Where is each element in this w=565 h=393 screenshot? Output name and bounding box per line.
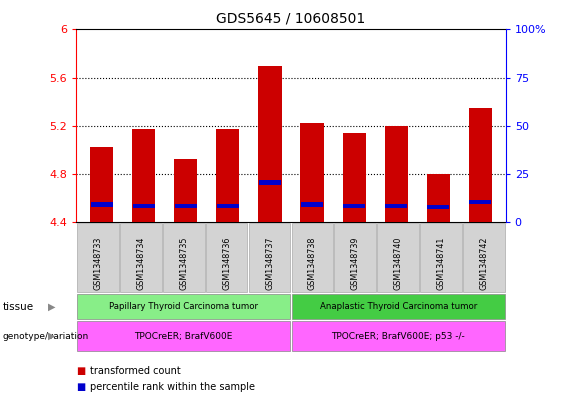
Bar [469, 108, 492, 222]
Bar [90, 202, 112, 207]
Bar [470, 200, 492, 204]
Text: ■: ■ [76, 382, 85, 392]
Text: GSM1348741: GSM1348741 [437, 237, 446, 290]
Text: TPOCreER; BrafV600E; p53 -/-: TPOCreER; BrafV600E; p53 -/- [332, 332, 465, 340]
Text: genotype/variation: genotype/variation [3, 332, 89, 340]
Text: GSM1348738: GSM1348738 [308, 237, 317, 290]
Bar [133, 204, 155, 208]
Text: GSM1348742: GSM1348742 [480, 237, 489, 290]
Text: GSM1348735: GSM1348735 [179, 237, 188, 290]
Bar [343, 204, 365, 208]
Bar [132, 129, 155, 222]
Bar [385, 204, 407, 208]
Title: GDS5645 / 10608501: GDS5645 / 10608501 [216, 11, 366, 26]
Text: ▶: ▶ [48, 331, 56, 341]
Text: Anaplastic Thyroid Carcinoma tumor: Anaplastic Thyroid Carcinoma tumor [320, 302, 477, 311]
Text: ■: ■ [76, 366, 85, 376]
Bar [90, 147, 113, 222]
Bar [385, 126, 408, 222]
Bar [217, 204, 239, 208]
Text: GSM1348733: GSM1348733 [93, 237, 102, 290]
Text: percentile rank within the sample: percentile rank within the sample [90, 382, 255, 392]
Bar [301, 123, 324, 222]
Bar [342, 133, 366, 222]
Text: GSM1348737: GSM1348737 [265, 237, 274, 290]
Bar [258, 66, 281, 222]
Text: transformed count: transformed count [90, 366, 181, 376]
Text: TPOCreER; BrafV600E: TPOCreER; BrafV600E [134, 332, 233, 340]
Text: GSM1348736: GSM1348736 [222, 237, 231, 290]
Bar [427, 174, 450, 222]
Text: GSM1348734: GSM1348734 [136, 237, 145, 290]
Text: Papillary Thyroid Carcinoma tumor: Papillary Thyroid Carcinoma tumor [109, 302, 258, 311]
Text: GSM1348740: GSM1348740 [394, 237, 403, 290]
Text: tissue: tissue [3, 301, 34, 312]
Bar [174, 160, 197, 222]
Text: GSM1348739: GSM1348739 [351, 237, 360, 290]
Bar [259, 180, 281, 185]
Bar [216, 129, 240, 222]
Bar [427, 205, 449, 209]
Bar [175, 204, 197, 208]
Bar [301, 202, 323, 207]
Text: ▶: ▶ [48, 301, 56, 312]
